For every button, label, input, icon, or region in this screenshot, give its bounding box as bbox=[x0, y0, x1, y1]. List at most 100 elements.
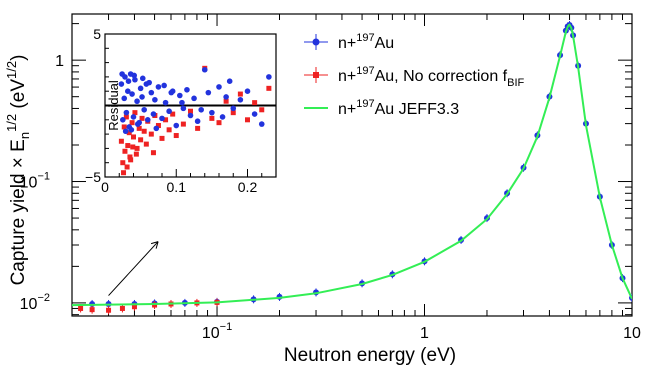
inset-point-red bbox=[155, 123, 161, 129]
data-point-red bbox=[78, 305, 84, 311]
inset-point-blue bbox=[128, 127, 135, 133]
jeff-line bbox=[72, 23, 632, 307]
legend-main-text: Au bbox=[375, 35, 395, 52]
x-axis-label: Neutron energy (eV) bbox=[284, 345, 456, 366]
y-axis-label-sup: 1/2 bbox=[4, 114, 19, 132]
annotation-arrow-shaft bbox=[108, 241, 159, 296]
inset-point-blue bbox=[194, 118, 201, 125]
inset-point-red bbox=[126, 130, 132, 136]
y-tick-label: 1 bbox=[55, 53, 64, 70]
inset-point-red bbox=[124, 164, 130, 170]
legend-swatch-square bbox=[313, 72, 319, 78]
main-plot-frame bbox=[71, 13, 633, 317]
inset-point-red bbox=[170, 111, 176, 117]
main-data-group bbox=[72, 20, 632, 315]
inset-point-blue bbox=[150, 111, 157, 117]
inset-point-blue bbox=[162, 99, 169, 106]
inset-point-blue bbox=[198, 106, 204, 113]
inset-point-blue bbox=[148, 89, 155, 96]
inset-point-blue bbox=[184, 86, 190, 93]
y-tick-label: 10−2 bbox=[20, 292, 50, 313]
inset-point-red bbox=[209, 115, 215, 121]
inset-plot: 0 0.1 0.2 5 −5 Residual bbox=[85, 26, 277, 195]
inset-point-blue bbox=[123, 109, 130, 116]
inset-point-red bbox=[230, 110, 236, 116]
inset-point-red bbox=[195, 125, 201, 131]
inset-point-red bbox=[123, 114, 129, 120]
inset-point-blue bbox=[130, 114, 137, 120]
y-axis-label-close: ) bbox=[8, 55, 29, 61]
inset-point-red bbox=[127, 154, 133, 160]
inset-point-blue bbox=[237, 96, 244, 103]
legend-subscript: BIF bbox=[507, 77, 524, 89]
x-tick-label: 1 bbox=[420, 325, 429, 342]
inset-point-blue bbox=[118, 81, 125, 87]
x-tick-label: 10 bbox=[623, 325, 641, 342]
inset-point-blue bbox=[230, 105, 237, 112]
inset-point-blue bbox=[144, 117, 151, 123]
x-tick-label-exponent: −1 bbox=[220, 321, 233, 333]
inset-point-red bbox=[133, 151, 139, 157]
x-tick-label-base: 10 bbox=[202, 325, 220, 342]
inset-point-red bbox=[173, 133, 179, 139]
inset-point-red bbox=[163, 117, 169, 123]
inset-point-red bbox=[141, 128, 147, 134]
inset-point-blue bbox=[121, 95, 128, 102]
inset-point-red bbox=[130, 144, 136, 150]
inset-point-red bbox=[188, 108, 193, 114]
y-tick-label-base: 10 bbox=[20, 175, 38, 192]
inset-point-blue bbox=[119, 71, 125, 77]
inset-point-blue bbox=[173, 122, 180, 129]
inset-point-blue bbox=[168, 89, 175, 96]
inset-point-red bbox=[259, 107, 265, 113]
inset-point-red bbox=[120, 160, 126, 166]
y-axis-label-sub: n bbox=[17, 132, 32, 139]
inset-point-red bbox=[252, 100, 258, 106]
axis-labels: Neutron energy (eV) Capture yield × En1/… bbox=[4, 55, 456, 366]
inset-point-blue bbox=[141, 106, 147, 113]
inset-point-red bbox=[180, 121, 186, 127]
inset-point-blue bbox=[266, 74, 272, 80]
annotation-arrow-head bbox=[150, 241, 159, 249]
inset-point-red bbox=[122, 148, 128, 154]
legend-prefix: n+ bbox=[338, 68, 356, 85]
inset-point-red bbox=[237, 91, 243, 97]
inset-point-blue bbox=[161, 82, 167, 89]
inset-point-red bbox=[138, 137, 144, 143]
legend-entry-label: n+197Au, No correction fBIF bbox=[338, 65, 525, 89]
inset-point-blue bbox=[209, 109, 215, 116]
inset-point-red bbox=[223, 98, 229, 104]
inset-point-blue bbox=[244, 88, 251, 94]
legend-superscript: 197 bbox=[356, 98, 374, 110]
inset-point-blue bbox=[120, 117, 126, 123]
inset-point-blue bbox=[166, 108, 172, 115]
inset-point-blue bbox=[251, 111, 258, 117]
inset-point-blue bbox=[139, 94, 145, 100]
x-tick-label: 10−1 bbox=[202, 321, 232, 342]
inset-point-red bbox=[216, 120, 222, 126]
inset-point-red bbox=[129, 120, 135, 126]
inset-point-red bbox=[125, 143, 131, 149]
inset-x-tick-label: 0.2 bbox=[238, 179, 258, 195]
inset-point-blue bbox=[134, 98, 140, 105]
inset-point-blue bbox=[125, 78, 132, 84]
inset-point-blue bbox=[132, 76, 138, 83]
inset-point-blue bbox=[226, 78, 233, 84]
inset-point-red bbox=[136, 125, 142, 131]
inset-point-blue bbox=[187, 112, 194, 119]
inset-point-blue bbox=[139, 75, 146, 82]
inset-point-blue bbox=[191, 95, 197, 102]
legend-superscript: 197 bbox=[356, 65, 374, 77]
data-point-red bbox=[152, 302, 158, 308]
inset-point-blue bbox=[131, 72, 138, 79]
inset-point-blue bbox=[122, 128, 129, 135]
legend-entry-label: n+197Au JEFF3.3 bbox=[338, 98, 459, 118]
inset-point-red bbox=[132, 110, 138, 116]
inset-point-blue bbox=[219, 114, 226, 120]
inset-point-blue bbox=[216, 84, 222, 90]
inset-point-red bbox=[139, 115, 145, 121]
y-tick-label-exponent: −1 bbox=[37, 171, 50, 183]
inset-point-red bbox=[150, 150, 156, 156]
